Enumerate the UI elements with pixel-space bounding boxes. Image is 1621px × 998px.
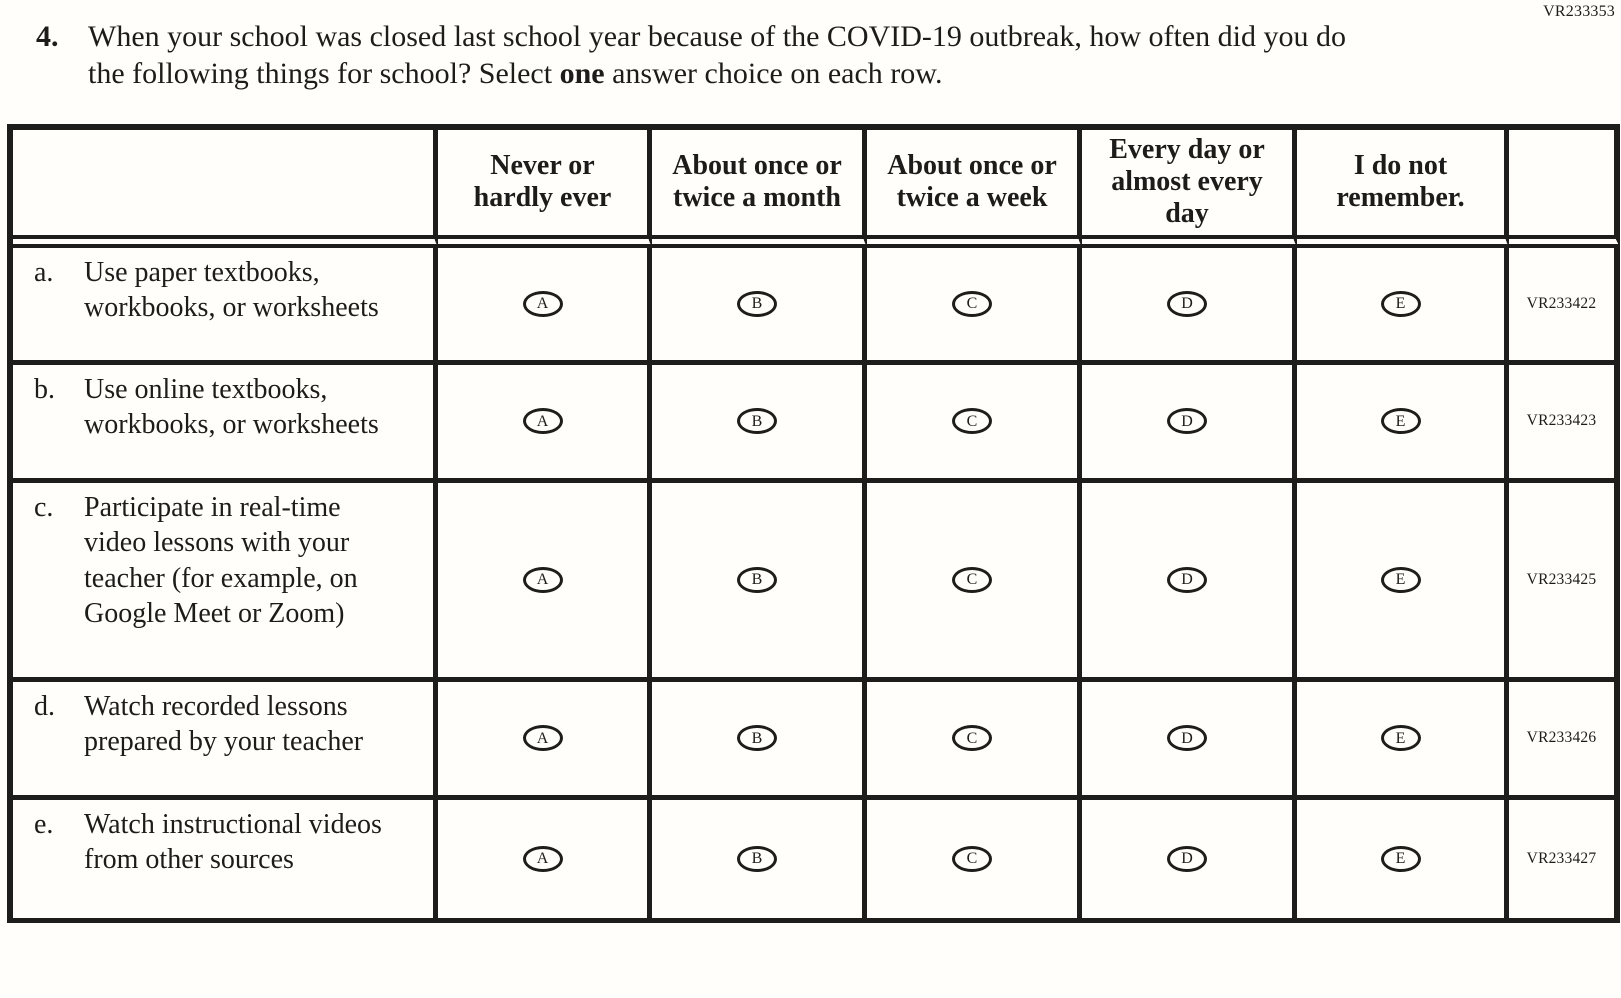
choice-cell: C (867, 482, 1082, 682)
answer-bubble-a[interactable]: A (522, 725, 563, 752)
choice-cell: E (1297, 364, 1509, 483)
choice-cell: D (1082, 681, 1297, 800)
table-row: d. Watch recorded lessons prepared by you… (13, 681, 1620, 800)
answer-bubble-d[interactable]: D (1167, 408, 1207, 435)
choice-cell: B (652, 482, 867, 682)
row-code: VR233423 (1509, 364, 1620, 483)
row-letter: b. (34, 373, 55, 405)
answer-bubble-d[interactable]: D (1167, 725, 1207, 752)
choice-cell: A (438, 482, 652, 682)
choice-cell: C (867, 364, 1082, 483)
row-letter: a. (34, 256, 54, 288)
choice-cell: A (438, 247, 652, 365)
row-letter: e. (34, 808, 54, 840)
answer-bubble-e[interactable]: E (1380, 290, 1421, 317)
answer-bubble-c[interactable]: C (952, 290, 992, 317)
header-row: Never or hardly ever About once or twice… (13, 129, 1620, 248)
choice-cell: B (652, 799, 867, 923)
choice-cell: D (1082, 799, 1297, 923)
question-number: 4. (36, 20, 59, 53)
choice-cell: A (438, 799, 652, 923)
question-block: 4. When your school was closed last scho… (0, 0, 1621, 93)
question-table: Never or hardly ever About once or twice… (7, 123, 1620, 923)
choice-cell: A (438, 681, 652, 800)
choice-cell: B (652, 247, 867, 365)
choice-cell: D (1082, 482, 1297, 682)
answer-bubble-e[interactable]: E (1380, 566, 1421, 593)
choice-cell: B (652, 681, 867, 800)
answer-bubble-c[interactable]: C (952, 845, 992, 872)
answer-bubble-e[interactable]: E (1380, 845, 1421, 872)
row-item-label: Use paper textbooks, workbooks, or works… (84, 256, 379, 324)
answer-bubble-b[interactable]: B (737, 408, 777, 435)
answer-bubble-a[interactable]: A (522, 290, 563, 317)
answer-bubble-c[interactable]: C (952, 566, 992, 593)
row-item-label: Use online textbooks, workbooks, or work… (84, 373, 379, 441)
answer-bubble-c[interactable]: C (952, 725, 992, 752)
row-item: c. Participate in real-time video lessons… (13, 482, 438, 682)
answer-bubble-d[interactable]: D (1167, 290, 1207, 317)
answer-bubble-e[interactable]: E (1380, 408, 1421, 435)
question-text-after: answer choice on each row. (604, 56, 943, 90)
choice-cell: E (1297, 799, 1509, 923)
choice-cell: E (1297, 681, 1509, 800)
table-row: b. Use online textbooks, workbooks, or wo… (13, 364, 1620, 483)
column-header-month: About once or twice a month (652, 129, 867, 248)
answer-bubble-a[interactable]: A (522, 566, 563, 593)
table-row: e. Watch instructional videos from other … (13, 799, 1620, 923)
answer-bubble-b[interactable]: B (737, 566, 777, 593)
choice-cell: D (1082, 364, 1297, 483)
choice-cell: E (1297, 482, 1509, 682)
answer-bubble-c[interactable]: C (952, 408, 992, 435)
choice-cell: D (1082, 247, 1297, 365)
row-code: VR233425 (1509, 482, 1620, 682)
column-header-not-remember: I do not remember. (1297, 129, 1509, 248)
choice-cell: A (438, 364, 652, 483)
table-body: a. Use paper textbooks, workbooks, or wor… (13, 247, 1620, 923)
row-letter: c. (34, 491, 54, 523)
table-header: Never or hardly ever About once or twice… (13, 129, 1620, 248)
row-code: VR233426 (1509, 681, 1620, 800)
row-letter: d. (34, 690, 55, 722)
row-code: VR233427 (1509, 799, 1620, 923)
answer-bubble-e[interactable]: E (1380, 725, 1421, 752)
choice-cell: E (1297, 247, 1509, 365)
table-row: c. Participate in real-time video lessons… (13, 482, 1620, 682)
row-item: a. Use paper textbooks, workbooks, or wor… (13, 247, 438, 365)
choice-cell: B (652, 364, 867, 483)
row-code: VR233422 (1509, 247, 1620, 365)
column-header-never: Never or hardly ever (438, 129, 652, 248)
row-item-label: Watch recorded lessons prepared by your … (84, 690, 364, 758)
column-header-week: About once or twice a week (867, 129, 1082, 248)
answer-bubble-b[interactable]: B (737, 845, 777, 872)
table-row: a. Use paper textbooks, workbooks, or wor… (13, 247, 1620, 365)
question-text-before: When your school was closed last school … (88, 20, 1347, 90)
question-text: When your school was closed last school … (88, 19, 1380, 93)
row-item-label: Watch instructional videos from other so… (84, 808, 382, 876)
header-code-column (1509, 129, 1620, 248)
row-item: b. Use online textbooks, workbooks, or wo… (13, 364, 438, 483)
choice-cell: C (867, 247, 1082, 365)
column-header-everyday: Every day or almost every day (1082, 129, 1297, 248)
row-item-label: Participate in real-time video lessons w… (84, 491, 358, 630)
answer-bubble-a[interactable]: A (522, 845, 563, 872)
header-item-column (13, 129, 438, 248)
choice-cell: C (867, 681, 1082, 800)
answer-bubble-d[interactable]: D (1167, 845, 1207, 872)
choice-cell: C (867, 799, 1082, 923)
question-bold-word: one (559, 56, 605, 90)
answer-bubble-b[interactable]: B (737, 290, 777, 317)
answer-bubble-d[interactable]: D (1167, 566, 1207, 593)
answer-bubble-a[interactable]: A (522, 408, 563, 435)
row-item: d. Watch recorded lessons prepared by you… (13, 681, 438, 800)
form-code: VR233353 (1543, 3, 1615, 20)
row-item: e. Watch instructional videos from other … (13, 799, 438, 923)
answer-bubble-b[interactable]: B (737, 725, 777, 752)
